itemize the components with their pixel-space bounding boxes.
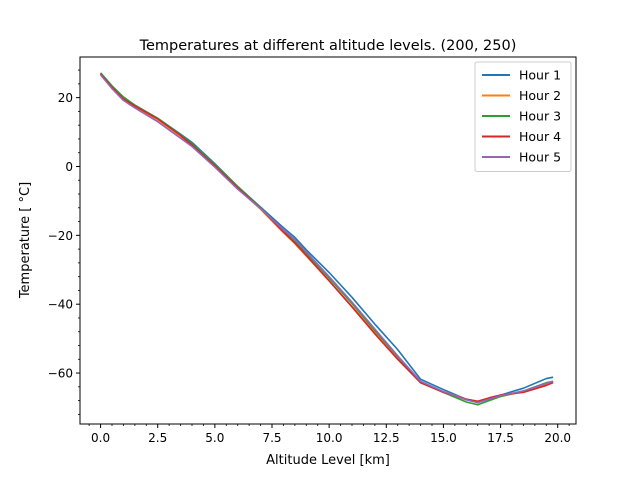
x-tick-label: 17.5 (487, 431, 514, 445)
legend-label: Hour 5 (519, 150, 561, 165)
x-tick-label: 15.0 (430, 431, 457, 445)
legend-label: Hour 3 (519, 109, 561, 124)
x-tick-label: 7.5 (262, 431, 281, 445)
x-tick-label: 0.0 (91, 431, 110, 445)
y-tick-label: −40 (48, 298, 73, 312)
y-tick-label: 0 (65, 160, 73, 174)
legend: Hour 1 Hour 2 Hour 3 Hour 4 Hour 5 (474, 61, 572, 172)
x-axis-label: Altitude Level [km] (266, 453, 390, 468)
y-axis-ticks: 20 0 −20 −40 −60 (48, 69, 80, 415)
plot-frame (79, 56, 577, 425)
chart-title: Temperatures at different altitude level… (139, 38, 517, 54)
series-line-5 (99, 74, 554, 404)
y-axis-label: Temperature [ °C] (18, 182, 33, 299)
y-tick-label: 20 (58, 91, 73, 105)
x-axis-ticks: 0.0 2.5 5.0 7.5 10.0 12.5 15.0 17.5 20.0 (88, 424, 571, 445)
y-tick-label: −60 (48, 367, 73, 381)
y-tick-label: −20 (48, 229, 73, 243)
x-tick-label: 12.5 (373, 431, 400, 445)
legend-label: Hour 1 (519, 68, 561, 83)
plot-lines (99, 72, 554, 406)
legend-label: Hour 4 (519, 129, 561, 144)
series-line-4 (99, 73, 554, 403)
x-tick-label: 5.0 (205, 431, 224, 445)
x-tick-label: 20.0 (544, 431, 571, 445)
x-tick-label: 2.5 (148, 431, 167, 445)
x-tick-label: 10.0 (316, 431, 343, 445)
legend-frame (474, 61, 572, 172)
legend-label: Hour 2 (519, 88, 561, 103)
